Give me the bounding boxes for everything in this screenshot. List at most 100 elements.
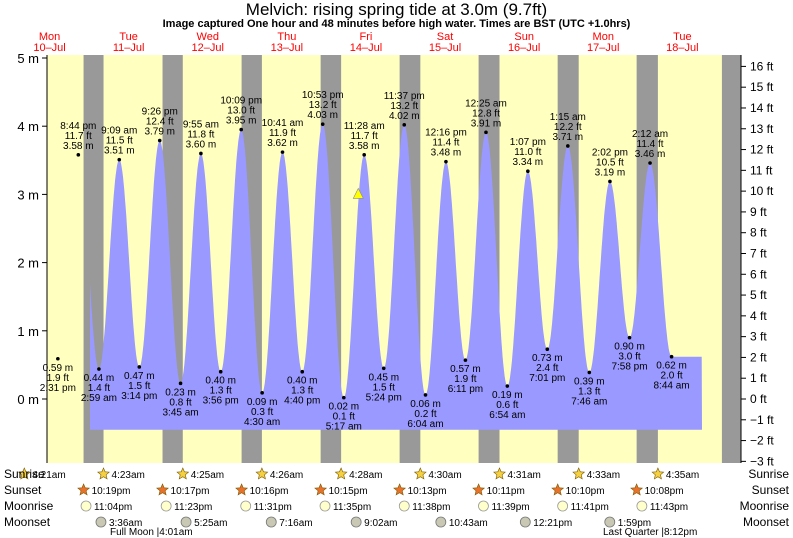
sunrise-time: 4:30am <box>428 470 461 481</box>
left-tick-label: 4 m <box>17 119 39 134</box>
day-label-date: 10–Jul <box>33 42 65 54</box>
moonset-time: 5:25am <box>194 518 227 529</box>
moonrise-time: 11:31pm <box>254 502 292 513</box>
tide-time-label: 8:44 am <box>654 381 690 392</box>
tide-time-label: 6:04 am <box>407 419 443 430</box>
tide-metre-label: 0.59 m <box>43 363 74 374</box>
sunrise-icon <box>572 467 586 480</box>
sunset-icon <box>630 483 644 496</box>
tide-time-label: 1:07 pm <box>510 137 546 148</box>
moonrise-icon <box>240 500 252 512</box>
tide-time-label: 5:24 pm <box>366 392 402 403</box>
right-tick-label: 12 ft <box>750 143 774 157</box>
tide-metre-label: 3.60 m <box>186 139 217 150</box>
right-tick-label: −3 ft <box>750 454 774 468</box>
tide-metre-label: 3.58 m <box>349 141 380 152</box>
moonset-icon <box>265 516 277 528</box>
tide-time-label: 2:12 am <box>632 129 668 140</box>
sunrise-time: 4:28am <box>349 470 382 481</box>
sunset-icon <box>472 483 486 496</box>
right-tick-label: 16 ft <box>750 59 774 73</box>
sun-moon-events: 4:21am 4:23am 4:25am 4:26am 4:28am 4:30am 4:31… <box>17 467 699 538</box>
tide-point <box>463 358 468 362</box>
sunset-time: 10:16pm <box>250 486 289 497</box>
moonset-icon <box>519 516 531 528</box>
moonrise-icon <box>478 500 489 512</box>
tide-feet-label: 13.2 ft <box>390 101 418 112</box>
tide-point <box>342 395 346 400</box>
left-tick-label: 1 m <box>17 324 39 339</box>
tide-point <box>199 151 203 156</box>
tide-time-label: 11:28 am <box>344 121 385 132</box>
axes: 5 m 4 m 3 m 2 m 1 m 0 m 16 ft 15 ft 14 ft 13 ft 12… <box>17 51 774 468</box>
right-tick-label: 4 ft <box>750 309 767 323</box>
moonrise-time: 11:39pm <box>491 502 529 513</box>
tide-metre-label: 3.19 m <box>595 167 626 178</box>
right-tick-label: 9 ft <box>750 205 767 219</box>
sunrise-row-label-right: Sunrise <box>748 467 789 481</box>
day-label-dow: Fri <box>360 31 373 43</box>
tide-point <box>627 335 632 340</box>
tide-metre-label: 0.39 m <box>574 376 605 387</box>
tide-time-label: 3:56 pm <box>203 396 239 407</box>
tide-point <box>239 127 244 132</box>
moonrise-time: 11:23pm <box>174 502 212 513</box>
day-label-date: 15–Jul <box>429 42 461 54</box>
tide-metre-label: 4.02 m <box>389 111 420 122</box>
sunset-row-label-left: Sunset <box>4 483 42 497</box>
right-tick-label: 0 ft <box>750 392 767 406</box>
sunrise-icon <box>255 467 269 480</box>
tide-feet-label: 0.6 ft <box>496 400 518 411</box>
tide-metre-label: 3.51 m <box>104 146 135 157</box>
moonrise-icon <box>80 500 92 512</box>
tide-metre-label: 0.06 m <box>410 399 441 410</box>
tide-feet-label: 11.7 ft <box>351 131 378 142</box>
tide-feet-label: 0.2 ft <box>414 409 436 420</box>
day-label-dow: Mon <box>39 31 60 43</box>
moon-phase-last-quarter: Last Quarter |8:12pm <box>603 527 697 538</box>
tide-time-label: 11:37 pm <box>384 91 425 102</box>
tide-metre-label: 0.45 m <box>368 372 399 383</box>
tide-metre-label: 3.48 m <box>431 148 462 159</box>
sunset-icon <box>235 483 249 496</box>
sunrise-time: 4:35am <box>666 470 699 481</box>
sunrise-icon <box>334 467 348 480</box>
sunset-row-label-right: Sunset <box>751 483 789 497</box>
tide-metre-label: 0.90 m <box>614 342 645 353</box>
tide-time-label: 10:09 pm <box>220 96 262 107</box>
sunrise-icon <box>651 467 665 480</box>
tide-time-label: 7:46 am <box>571 396 607 407</box>
tide-time-label: 2:59 am <box>81 393 117 404</box>
tide-feet-label: 11.4 ft <box>637 139 664 150</box>
tide-point <box>97 367 101 371</box>
tide-point <box>320 122 325 126</box>
day-label-date: 14–Jul <box>350 42 382 54</box>
tide-time-label: 10:53 pm <box>302 90 344 101</box>
sunrise-icon <box>17 467 31 480</box>
tide-point <box>608 179 612 184</box>
right-tick-label: 5 ft <box>750 288 767 302</box>
tide-feet-label: 12.2 ft <box>554 122 582 133</box>
tide-time-label: 12:25 am <box>465 98 507 109</box>
sunrise-icon <box>97 467 110 480</box>
tide-time-label: 12:16 pm <box>425 128 467 139</box>
right-tick-label: −2 ft <box>750 434 774 448</box>
tide-feet-label: 1.3 ft <box>210 386 232 397</box>
tide-point <box>280 150 285 154</box>
sunrise-time: 4:33am <box>587 470 620 481</box>
tide-point <box>648 161 652 165</box>
moon-phase-full: Full Moon |4:01am <box>110 527 193 538</box>
tide-feet-label: 2.4 ft <box>536 363 558 374</box>
sunrise-time: 4:31am <box>507 470 540 481</box>
tide-feet-label: 2.0 ft <box>660 371 682 382</box>
tide-feet-label: 11.0 ft <box>514 147 541 158</box>
tide-feet-label: 12.8 ft <box>472 108 500 119</box>
tide-metre-label: 0.47 m <box>124 371 155 382</box>
sunset-icon <box>551 483 565 496</box>
tide-metre-label: 0.40 m <box>205 376 236 387</box>
moonrise-time: 11:38pm <box>412 502 450 513</box>
tide-point <box>56 356 60 361</box>
moonrise-time: 11:04pm <box>94 502 132 513</box>
right-tick-label: 10 ft <box>750 184 774 198</box>
tide-point <box>444 159 448 164</box>
